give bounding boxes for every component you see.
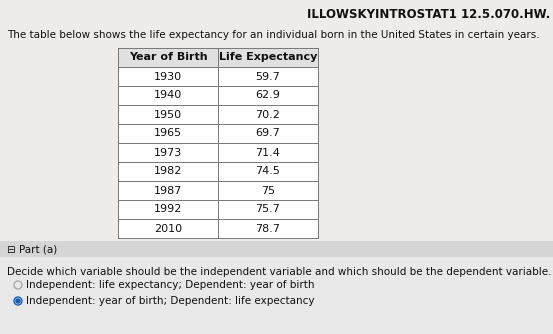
Text: 62.9: 62.9 xyxy=(255,91,280,101)
Text: 75.7: 75.7 xyxy=(255,204,280,214)
Text: Year of Birth: Year of Birth xyxy=(129,52,207,62)
Text: ⊟ Part (a): ⊟ Part (a) xyxy=(7,244,58,254)
Text: 1982: 1982 xyxy=(154,167,182,176)
Text: 71.4: 71.4 xyxy=(255,148,280,158)
Bar xyxy=(0,257,553,334)
Text: 59.7: 59.7 xyxy=(255,71,280,81)
Text: ILLOWSKYINTROSTAT1 12.5.070.HW.: ILLOWSKYINTROSTAT1 12.5.070.HW. xyxy=(307,8,550,21)
Text: 1940: 1940 xyxy=(154,91,182,101)
Text: Independent: life expectancy; Dependent: year of birth: Independent: life expectancy; Dependent:… xyxy=(26,280,315,290)
Text: 1965: 1965 xyxy=(154,129,182,139)
Text: 78.7: 78.7 xyxy=(255,223,280,233)
Circle shape xyxy=(15,298,21,304)
Text: Decide which variable should be the independent variable and which should be the: Decide which variable should be the inde… xyxy=(7,267,551,277)
Text: Independent: year of birth; Dependent: life expectancy: Independent: year of birth; Dependent: l… xyxy=(26,296,315,306)
Bar xyxy=(118,48,318,67)
Text: 75: 75 xyxy=(261,185,275,195)
Text: The table below shows the life expectancy for an individual born in the United S: The table below shows the life expectanc… xyxy=(7,30,540,40)
Text: 1950: 1950 xyxy=(154,110,182,120)
Text: 69.7: 69.7 xyxy=(255,129,280,139)
Text: Life Expectancy: Life Expectancy xyxy=(219,52,317,62)
Text: 1992: 1992 xyxy=(154,204,182,214)
Bar xyxy=(118,48,318,238)
Text: 70.2: 70.2 xyxy=(255,110,280,120)
Text: 1973: 1973 xyxy=(154,148,182,158)
Bar xyxy=(0,241,553,257)
Text: 74.5: 74.5 xyxy=(255,167,280,176)
Text: 1987: 1987 xyxy=(154,185,182,195)
Text: 2010: 2010 xyxy=(154,223,182,233)
Text: 1930: 1930 xyxy=(154,71,182,81)
